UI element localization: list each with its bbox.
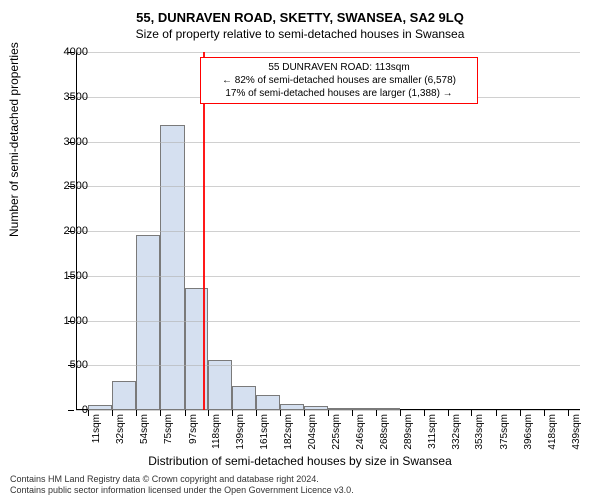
- attribution-line2: Contains public sector information licen…: [10, 485, 590, 496]
- x-tick: [160, 410, 161, 416]
- histogram-bar: [160, 125, 185, 410]
- x-tick: [256, 410, 257, 416]
- x-tick: [208, 410, 209, 416]
- y-tick-label: 500: [48, 359, 88, 371]
- y-tick-label: 4000: [48, 46, 88, 58]
- x-tick: [304, 410, 305, 416]
- x-tick: [544, 410, 545, 416]
- annotation-line2: ← 82% of semi-detached houses are smalle…: [207, 74, 471, 87]
- y-tick-label: 0: [48, 404, 88, 416]
- reference-line: [203, 52, 205, 410]
- x-tick: [112, 410, 113, 416]
- chart-title: 55, DUNRAVEN ROAD, SKETTY, SWANSEA, SA2 …: [0, 0, 600, 25]
- histogram-bar: [136, 235, 160, 410]
- y-tick-label: 2500: [48, 180, 88, 192]
- x-tick-label: 332sqm: [451, 414, 462, 450]
- histogram-bar: [112, 381, 137, 410]
- x-tick: [88, 410, 89, 416]
- histogram-bar: [185, 288, 209, 410]
- x-tick-label: 375sqm: [499, 414, 510, 450]
- annotation-box: 55 DUNRAVEN ROAD: 113sqm ← 82% of semi-d…: [200, 57, 478, 104]
- grid-line: [76, 142, 580, 143]
- x-tick-label: 182sqm: [283, 414, 294, 450]
- x-tick-label: 396sqm: [523, 414, 534, 450]
- annotation-line3: 17% of semi-detached houses are larger (…: [207, 87, 471, 100]
- plot-area: 55 DUNRAVEN ROAD: 113sqm ← 82% of semi-d…: [76, 52, 580, 410]
- y-tick-label: 2000: [48, 225, 88, 237]
- attribution: Contains HM Land Registry data © Crown c…: [10, 474, 590, 496]
- histogram-bar: [232, 386, 257, 410]
- x-tick-label: 225sqm: [331, 414, 342, 450]
- x-tick-label: 32sqm: [115, 414, 126, 444]
- x-tick-label: 246sqm: [355, 414, 366, 450]
- grid-line: [76, 52, 580, 53]
- y-tick-label: 1000: [48, 315, 88, 327]
- x-tick: [424, 410, 425, 416]
- attribution-line1: Contains HM Land Registry data © Crown c…: [10, 474, 590, 485]
- grid-line: [76, 321, 580, 322]
- x-tick-label: 139sqm: [235, 414, 246, 450]
- annotation-line1: 55 DUNRAVEN ROAD: 113sqm: [207, 61, 471, 74]
- x-tick: [352, 410, 353, 416]
- x-tick-label: 353sqm: [474, 414, 485, 450]
- x-tick: [400, 410, 401, 416]
- x-tick: [471, 410, 472, 416]
- x-tick: [232, 410, 233, 416]
- grid-line: [76, 276, 580, 277]
- x-tick: [520, 410, 521, 416]
- x-tick-label: 439sqm: [571, 414, 582, 450]
- x-tick: [376, 410, 377, 416]
- x-tick-label: 75sqm: [163, 414, 174, 444]
- y-axis-title: Number of semi-detached properties: [7, 42, 21, 237]
- x-tick: [568, 410, 569, 416]
- x-tick: [448, 410, 449, 416]
- x-tick-label: 11sqm: [91, 414, 102, 443]
- y-tick-label: 3000: [48, 136, 88, 148]
- x-tick-label: 54sqm: [139, 414, 150, 444]
- x-tick-label: 268sqm: [379, 414, 390, 450]
- histogram-bar: [208, 360, 232, 410]
- x-tick-label: 161sqm: [259, 414, 270, 450]
- x-tick-label: 97sqm: [188, 414, 199, 444]
- grid-line: [76, 186, 580, 187]
- x-tick-label: 289sqm: [403, 414, 414, 450]
- x-tick: [328, 410, 329, 416]
- y-tick-label: 1500: [48, 270, 88, 282]
- grid-line: [76, 231, 580, 232]
- x-tick-label: 118sqm: [211, 414, 222, 449]
- x-tick-label: 204sqm: [307, 414, 318, 450]
- chart-container: 55, DUNRAVEN ROAD, SKETTY, SWANSEA, SA2 …: [0, 0, 600, 500]
- x-tick: [185, 410, 186, 416]
- x-tick: [280, 410, 281, 416]
- x-tick-label: 311sqm: [427, 414, 438, 449]
- y-tick-label: 3500: [48, 91, 88, 103]
- histogram-bar: [256, 395, 280, 410]
- x-tick-label: 418sqm: [547, 414, 558, 450]
- grid-line: [76, 365, 580, 366]
- chart-subtitle: Size of property relative to semi-detach…: [0, 25, 600, 41]
- x-tick: [496, 410, 497, 416]
- x-axis-title: Distribution of semi-detached houses by …: [0, 454, 600, 468]
- x-tick: [136, 410, 137, 416]
